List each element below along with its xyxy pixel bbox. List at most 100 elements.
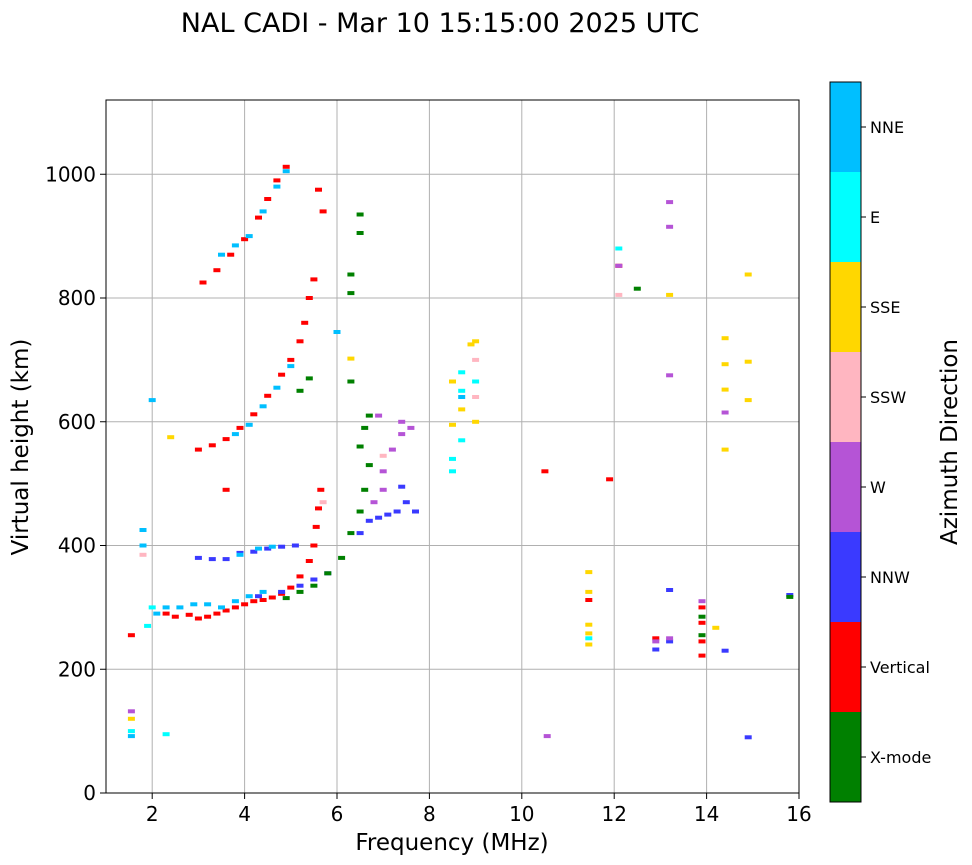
echo-point-vertical	[698, 620, 706, 625]
echo-point-w	[379, 469, 387, 474]
echo-point-nnw	[264, 546, 272, 551]
echo-point-ssw	[319, 500, 327, 505]
colorbar-tick-label: Vertical	[870, 658, 930, 677]
echo-point-sse	[712, 625, 720, 630]
echo-point-ssw	[472, 395, 480, 399]
echo-point-vertical	[652, 636, 660, 641]
echo-point-ssw	[139, 552, 147, 557]
echo-point-nnw	[721, 648, 729, 653]
echo-point-sse	[744, 359, 752, 364]
echo-point-nnw	[393, 509, 401, 514]
echo-point-nnw	[278, 544, 286, 549]
echo-point-nne	[148, 398, 156, 403]
echo-point-vertical	[208, 443, 216, 448]
echo-point-nne	[273, 184, 281, 189]
colorbar-tick-label: E	[870, 208, 880, 227]
echo-point-x-mode	[786, 594, 794, 599]
echo-point-nne	[231, 432, 239, 437]
echo-point-nne	[162, 605, 170, 610]
echo-point-sse	[721, 387, 729, 392]
echo-point-x-mode	[347, 531, 355, 536]
echo-point-vertical	[259, 598, 267, 602]
echo-point-vertical	[264, 197, 272, 201]
x-tick-label: 8	[423, 802, 436, 826]
y-tick-label: 1000	[45, 162, 96, 186]
echo-point-e	[615, 246, 623, 251]
echo-point-vertical	[282, 164, 290, 169]
echo-point-vertical	[301, 320, 309, 325]
echo-point-vertical	[250, 412, 258, 417]
echo-point-vertical	[296, 574, 304, 579]
echo-point-sse	[449, 422, 456, 427]
plot-frame	[105, 99, 800, 794]
echo-point-nne	[231, 243, 239, 248]
echo-point-nne	[127, 734, 135, 739]
echo-point-x-mode	[365, 413, 373, 418]
x-tick-label: 2	[146, 802, 159, 826]
echo-point-nne	[259, 589, 267, 594]
x-tick-label: 10	[509, 802, 534, 826]
echo-point-nne	[236, 552, 244, 557]
echo-point-e	[449, 456, 456, 461]
echo-point-vertical	[268, 595, 276, 600]
echo-point-vertical	[315, 506, 322, 511]
echo-point-w	[543, 734, 551, 739]
colorbar-segment	[830, 712, 861, 802]
echo-point-nnw	[666, 639, 674, 644]
echo-point-vertical	[296, 339, 304, 344]
echo-point-w	[407, 425, 415, 430]
echo-point-x-mode	[310, 583, 318, 588]
echo-point-e	[458, 370, 466, 375]
colorbar-segment	[830, 532, 861, 622]
echo-point-vertical	[241, 602, 249, 607]
echo-point-nnw	[291, 543, 299, 548]
echo-point-nne	[245, 234, 253, 239]
echo-point-vertical	[199, 280, 207, 285]
echo-point-vertical	[698, 639, 706, 644]
echo-point-nne	[204, 602, 212, 607]
echo-point-vertical	[273, 178, 281, 183]
echo-point-sse	[347, 356, 355, 361]
y-axis-label: Virtual height (km)	[8, 339, 34, 556]
echo-point-w	[398, 432, 406, 437]
echo-point-nne	[273, 385, 281, 390]
y-tick-label: 800	[58, 286, 96, 310]
colorbar-segment	[830, 172, 861, 262]
echo-point-x-mode	[338, 555, 346, 560]
echo-point-vertical	[317, 487, 325, 492]
echo-point-nne	[282, 169, 290, 174]
echo-point-nnw	[222, 557, 230, 562]
echo-point-w	[127, 709, 135, 714]
chart-title: NAL CADI - Mar 10 15:15:00 2025 UTC	[181, 8, 699, 39]
echo-point-sse	[585, 631, 593, 636]
echo-point-x-mode	[296, 388, 304, 393]
echo-point-vertical	[222, 608, 230, 613]
echo-point-vertical	[310, 277, 318, 282]
echo-point-nne	[139, 528, 147, 532]
echo-point-vertical	[310, 543, 318, 548]
echo-point-vertical	[305, 296, 313, 300]
echo-point-x-mode	[356, 444, 364, 449]
y-tick-label: 200	[58, 657, 96, 681]
echo-point-w	[666, 200, 674, 205]
echo-point-sse	[721, 447, 729, 452]
echo-point-nne	[231, 599, 239, 604]
echo-point-nne	[218, 252, 225, 257]
echo-point-vertical	[287, 585, 295, 590]
echo-point-vertical	[194, 447, 202, 452]
echo-point-x-mode	[361, 425, 369, 430]
x-tick-label: 14	[694, 802, 719, 826]
echo-point-vertical	[222, 487, 230, 492]
echo-point-x-mode	[305, 376, 313, 381]
echo-point-ssw	[379, 453, 387, 458]
echo-point-sse	[167, 435, 175, 440]
echo-point-nnw	[375, 515, 383, 520]
colorbar-segment	[830, 82, 861, 172]
echo-point-sse	[721, 336, 729, 341]
echo-point-vertical	[250, 599, 258, 604]
echo-point-nnw	[250, 549, 258, 554]
echo-point-x-mode	[633, 286, 641, 291]
echo-point-w	[615, 263, 623, 268]
echo-point-nnw	[255, 594, 262, 599]
y-tick-label: 600	[58, 410, 96, 434]
